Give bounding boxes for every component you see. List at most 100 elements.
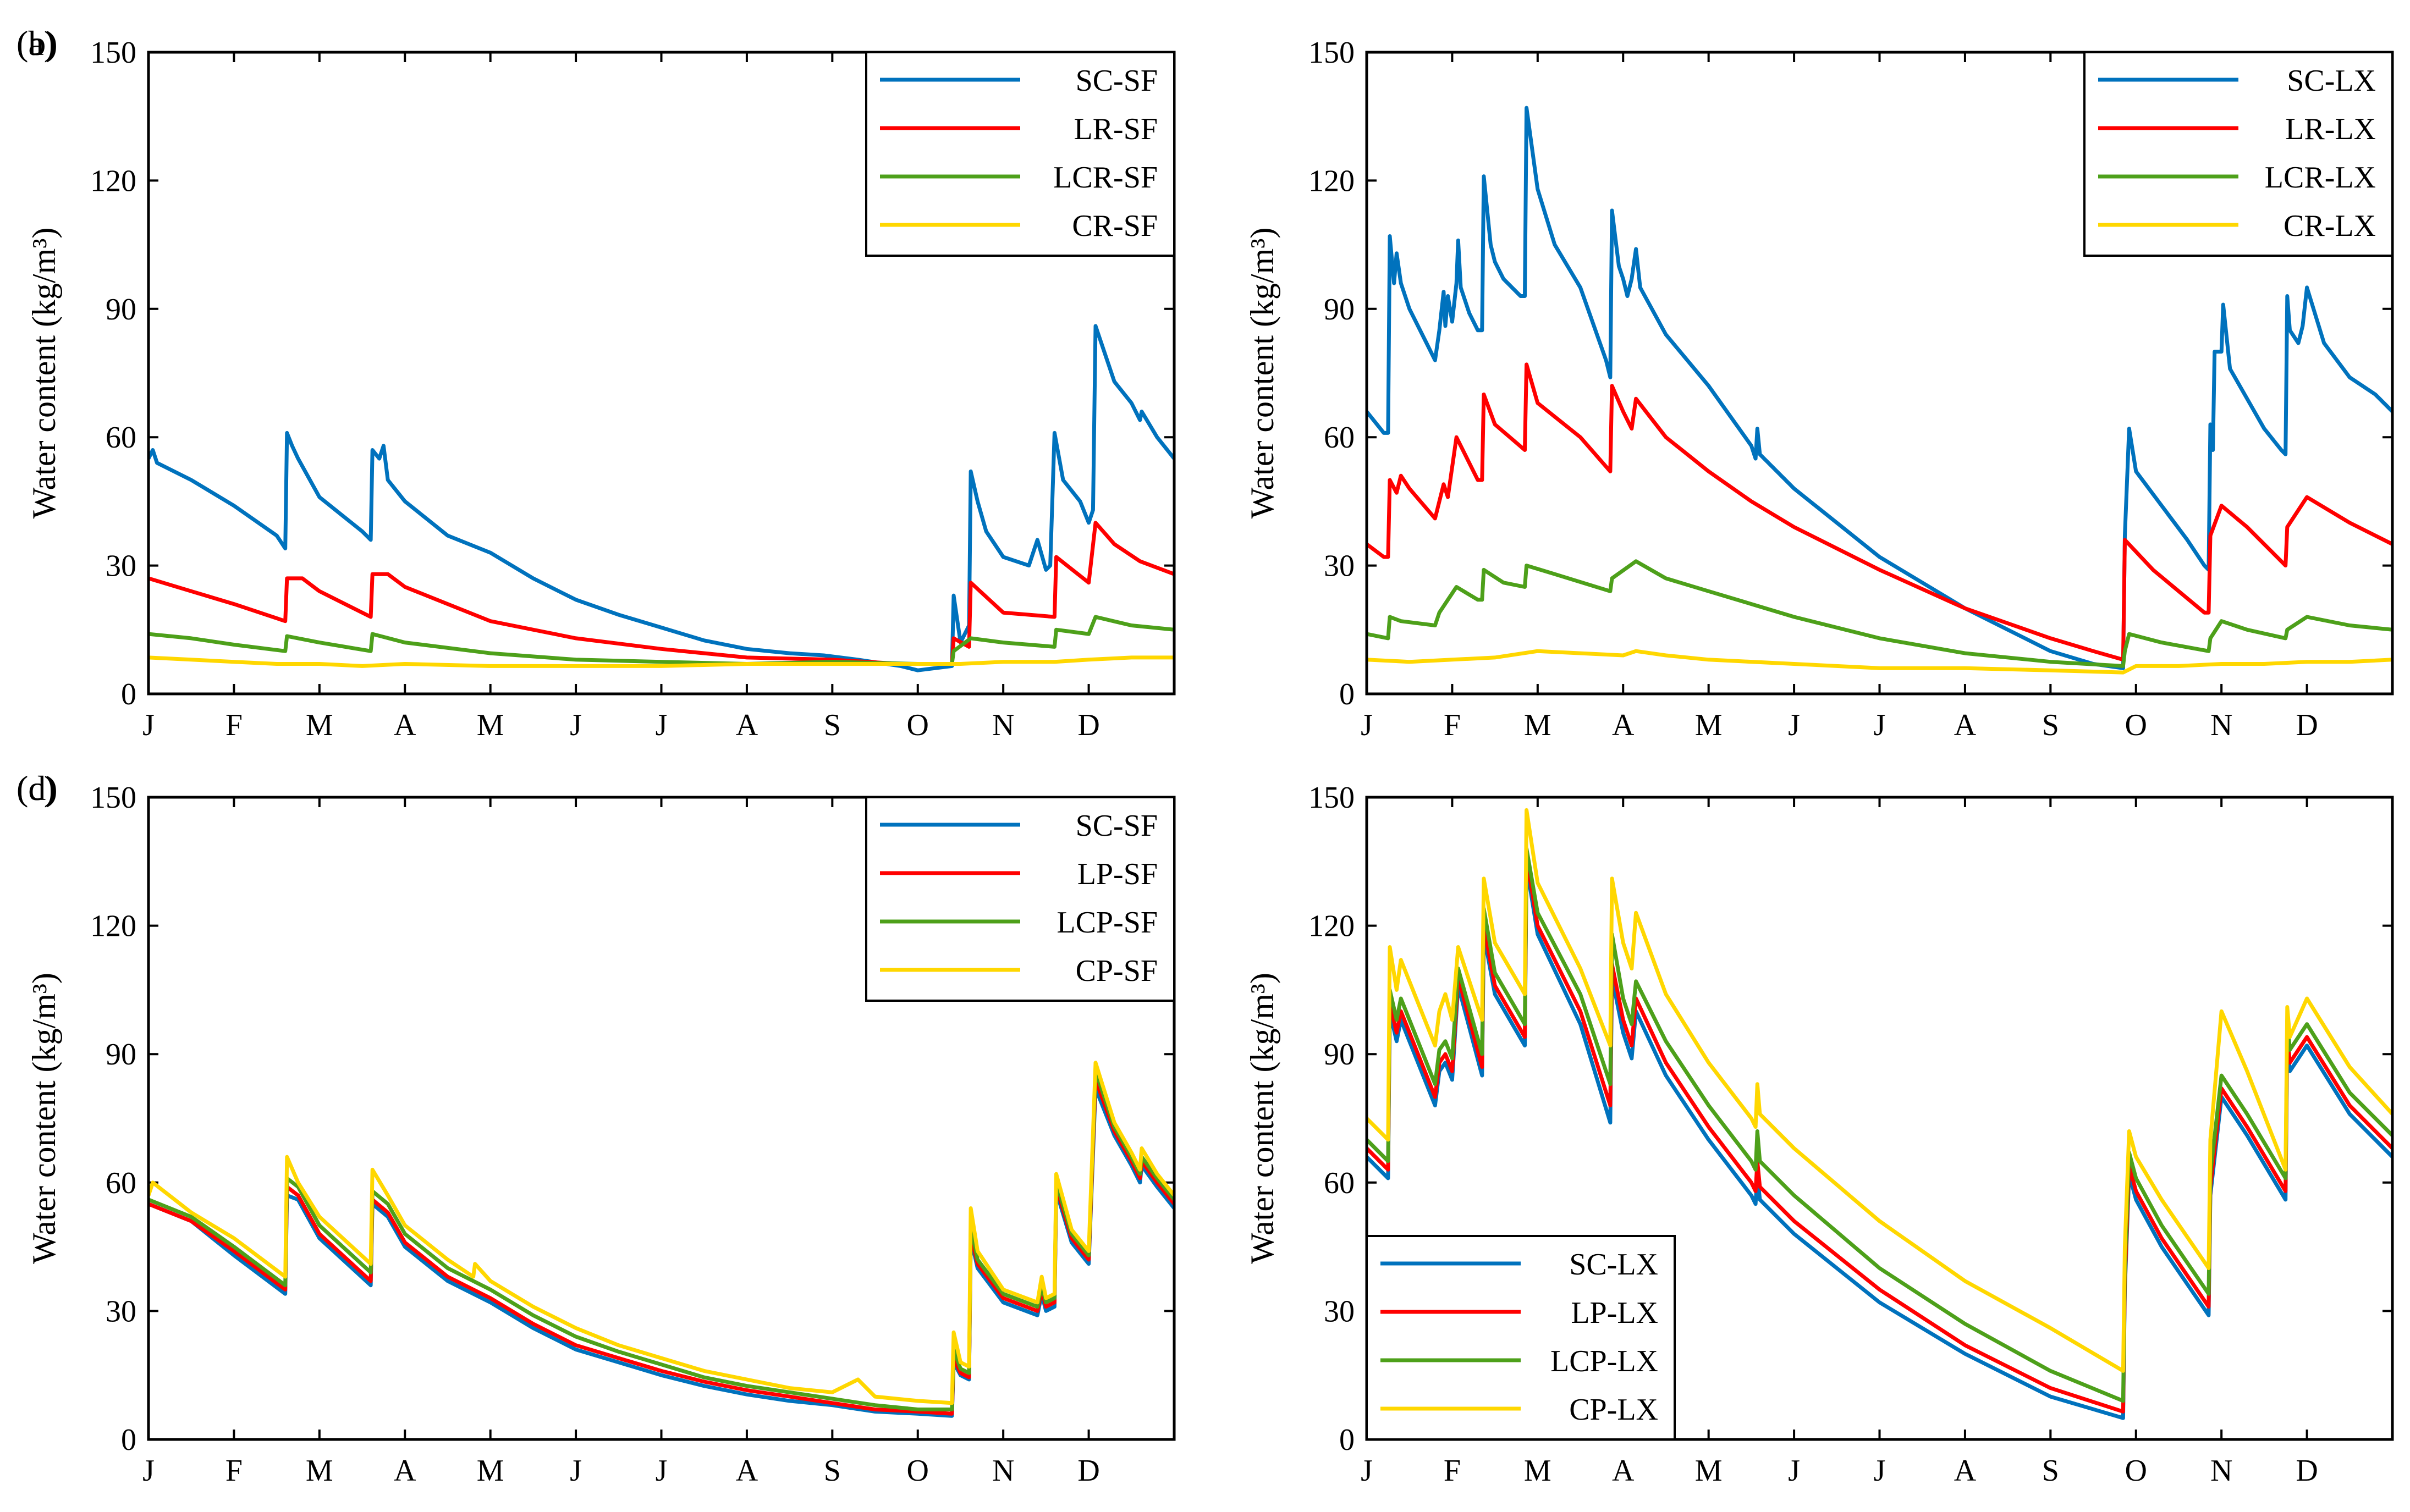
x-tick-label: J (1361, 1454, 1373, 1488)
x-tick-label: D (2296, 708, 2318, 742)
plot-area-frame (147, 796, 1176, 1441)
x-tick-label: D (1077, 1454, 1099, 1488)
legend-box (1366, 1235, 1676, 1441)
x-tick-label: F (1444, 1454, 1461, 1488)
x-tick-label: J (656, 708, 668, 742)
series-line-cr-lx (1367, 649, 2392, 675)
x-tick-label: M (306, 1454, 333, 1488)
series-line-sc-lx (1367, 106, 2392, 670)
legend: SC-LX LP-LX LCP-LX CP-LX (1366, 1235, 1676, 1441)
legend-entry: LP-LX (1571, 1296, 1658, 1330)
x-tick-label: D (1077, 708, 1099, 742)
x-tick-label: A (1954, 708, 1977, 742)
chart-panel-3: (d) Water content (kg/m³) 0 30 60 90 120 150 J F M… (16, 769, 2394, 1488)
legend-entry: LCP-SF (1057, 906, 1158, 940)
series-line-lcp-lx (1367, 846, 2392, 1403)
x-tick-label: A (736, 708, 758, 742)
x-tick-label: M (1695, 708, 1723, 742)
x-tick-label: O (2125, 1454, 2147, 1488)
legend-box (865, 796, 1175, 1002)
y-axis-label: Water content (kg/m³) (1244, 973, 1280, 1264)
x-tick-label: A (736, 1454, 758, 1488)
x-tick-label: A (394, 1454, 416, 1488)
x-tick-label: F (1444, 708, 1461, 742)
plot-area-frame (1365, 796, 2394, 1441)
x-tick-label: A (394, 708, 416, 742)
y-tick-label: 150 (90, 36, 136, 70)
y-tick-label: 90 (1324, 293, 1355, 327)
y-axis-label: Water content (kg/m³) (1244, 228, 1280, 519)
legend-entry: LCR-SF (1053, 161, 1158, 195)
x-tick-label: J (570, 1454, 582, 1488)
y-tick-label: 120 (1308, 164, 1355, 198)
y-tick-label: 120 (90, 164, 136, 198)
legend-entry: LR-LX (2285, 112, 2376, 146)
panel-label: (c) (16, 769, 56, 808)
y-tick-label: 150 (1308, 36, 1355, 70)
y-tick-label: 90 (106, 1038, 136, 1072)
x-tick-label: J (656, 1454, 668, 1488)
x-tick-label: S (2042, 708, 2059, 742)
y-tick-label: 90 (106, 293, 136, 327)
legend-entry: CP-SF (1076, 954, 1158, 988)
x-tick-label: J (570, 708, 582, 742)
y-tick-label: 150 (90, 781, 136, 815)
series-line-sc-sf (148, 1086, 1174, 1418)
y-axis-label: Water content (kg/m³) (26, 973, 62, 1264)
legend-entry: LR-SF (1074, 112, 1158, 146)
panel-label: (a) (16, 24, 56, 63)
legend-box (2083, 51, 2394, 257)
y-tick-label: 60 (1324, 1166, 1355, 1200)
x-tick-label: J (142, 708, 155, 742)
x-tick-label: M (306, 708, 333, 742)
series-line-sc-sf (148, 324, 1174, 672)
plot-area-frame (1365, 51, 2394, 696)
series-line-cr-sf (148, 655, 1174, 668)
y-tick-label: 30 (1324, 1294, 1355, 1328)
y-tick-label: 60 (106, 421, 136, 455)
y-tick-label: 90 (1324, 1038, 1355, 1072)
x-tick-label: O (2125, 708, 2147, 742)
x-tick-label: O (907, 708, 929, 742)
legend-entry: SC-LX (1569, 1248, 1658, 1282)
y-tick-label: 120 (1308, 909, 1355, 943)
x-tick-label: J (1788, 708, 1800, 742)
legend: SC-LX LR-LX LCR-LX CR-LX (2083, 51, 2394, 257)
x-tick-label: J (142, 1454, 155, 1488)
x-tick-label: N (992, 1454, 1014, 1488)
series-line-cp-lx (1367, 808, 2392, 1373)
legend-entry: LCP-LX (1550, 1344, 1658, 1378)
x-tick-label: S (824, 1454, 841, 1488)
x-tick-label: A (1954, 1454, 1977, 1488)
y-tick-label: 60 (106, 1166, 136, 1200)
legend-entry: SC-SF (1076, 64, 1158, 98)
y-tick-label: 0 (1339, 1423, 1355, 1457)
x-tick-label: O (907, 1454, 929, 1488)
x-tick-label: N (2210, 1454, 2232, 1488)
x-tick-label: F (225, 1454, 243, 1488)
chart-panel-1: (b) Water content (kg/m³) 0 30 60 90 120 150 J F M… (16, 24, 2394, 742)
x-tick-label: M (477, 708, 504, 742)
x-tick-label: A (1612, 708, 1635, 742)
series-line-cp-sf (148, 1061, 1174, 1405)
chart-panel-2: (c) Water content (kg/m³) 0 30 60 90 120 150 J F M… (16, 769, 1176, 1488)
y-tick-label: 30 (106, 549, 136, 583)
legend-box (865, 51, 1175, 257)
x-tick-label: M (1524, 1454, 1551, 1488)
x-tick-label: S (2042, 1454, 2059, 1488)
x-tick-label: J (1361, 708, 1373, 742)
legend-entry: CR-SF (1072, 209, 1158, 243)
chart-panel-0: (a) Water content (kg/m³) 0 30 60 90 120 150 J F M… (16, 24, 1176, 742)
legend-entry: LP-SF (1077, 857, 1158, 891)
y-axis-label: Water content (kg/m³) (26, 228, 62, 519)
y-tick-label: 30 (1324, 549, 1355, 583)
y-tick-label: 0 (121, 1423, 136, 1457)
x-tick-label: J (1874, 1454, 1886, 1488)
panel-label: (b) (16, 24, 58, 63)
plot-area-frame (147, 51, 1176, 696)
x-tick-label: M (477, 1454, 504, 1488)
legend: SC-SF LR-SF LCR-SF CR-SF (865, 51, 1175, 257)
x-tick-label: S (824, 708, 841, 742)
legend-entry: CP-LX (1569, 1393, 1658, 1427)
